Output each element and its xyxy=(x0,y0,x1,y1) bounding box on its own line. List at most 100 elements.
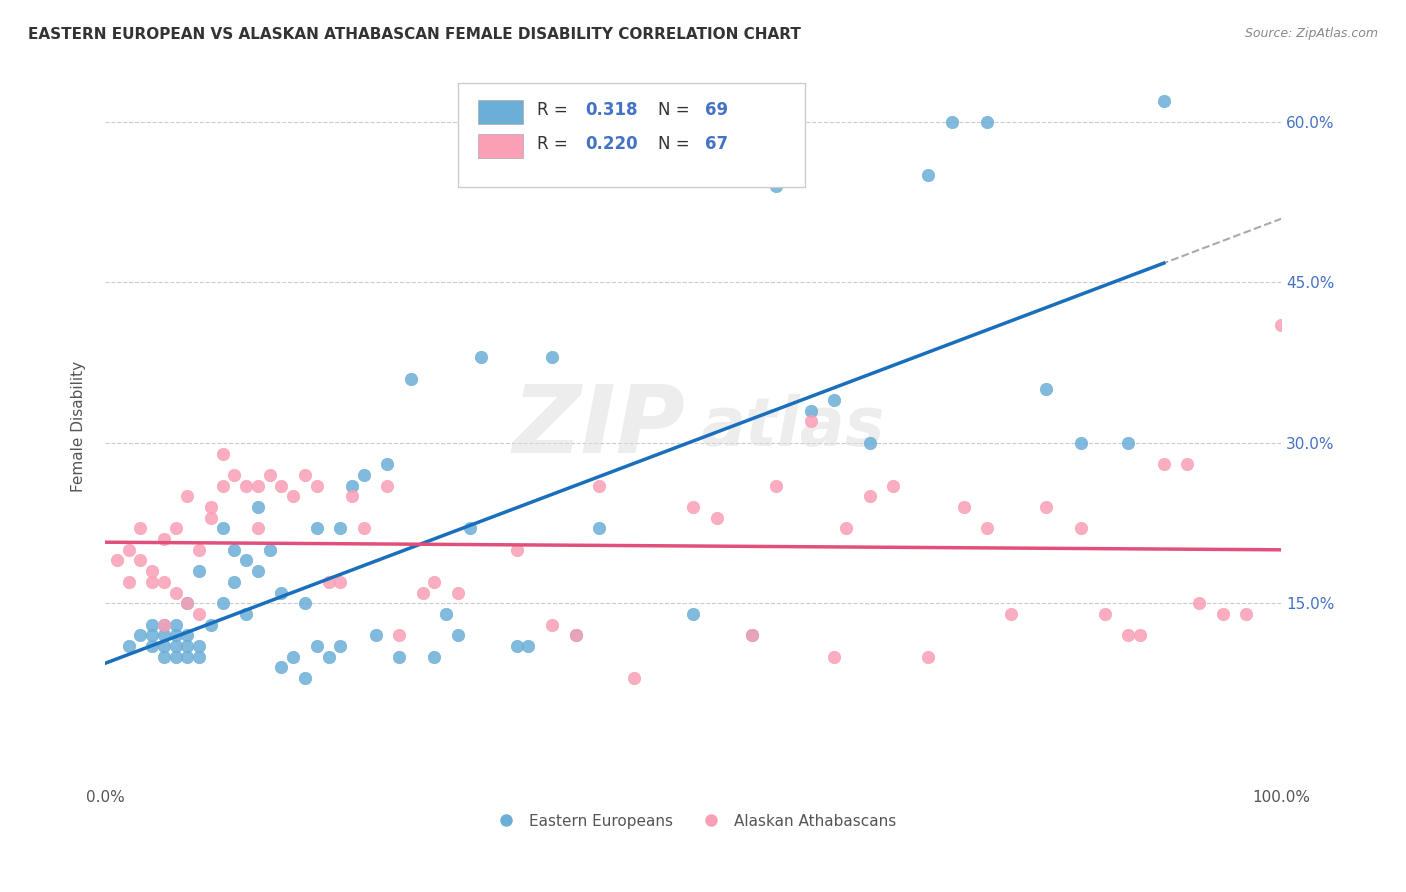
Point xyxy=(235,607,257,621)
Point xyxy=(623,671,645,685)
Point xyxy=(1270,318,1292,333)
Point xyxy=(447,585,470,599)
Text: R =: R = xyxy=(537,101,572,119)
Point xyxy=(765,179,787,194)
Point xyxy=(741,628,763,642)
Point xyxy=(211,446,233,460)
Point xyxy=(470,351,492,365)
Point xyxy=(153,617,176,632)
Point xyxy=(129,628,152,642)
Point xyxy=(588,521,610,535)
Point xyxy=(447,628,470,642)
Point xyxy=(176,596,198,610)
Point xyxy=(235,553,257,567)
Point xyxy=(1212,607,1234,621)
Point xyxy=(1000,607,1022,621)
Text: N =: N = xyxy=(658,136,695,153)
Point xyxy=(364,628,387,642)
Point xyxy=(800,403,823,417)
Point xyxy=(246,478,269,492)
Point xyxy=(200,617,222,632)
Point xyxy=(340,478,363,492)
Point xyxy=(340,489,363,503)
Point xyxy=(1118,435,1140,450)
Point xyxy=(353,467,375,482)
Point xyxy=(1175,457,1198,471)
Point xyxy=(823,649,845,664)
Point xyxy=(153,532,176,546)
Point xyxy=(259,542,281,557)
Text: 0.220: 0.220 xyxy=(585,136,637,153)
Point xyxy=(200,500,222,514)
Point xyxy=(765,478,787,492)
Point xyxy=(423,649,446,664)
Point xyxy=(246,564,269,578)
Point xyxy=(165,521,187,535)
Point xyxy=(434,607,457,621)
Point xyxy=(117,574,139,589)
Text: 0.318: 0.318 xyxy=(585,101,637,119)
Point xyxy=(506,542,529,557)
Point xyxy=(741,628,763,642)
Text: R =: R = xyxy=(537,136,572,153)
Point xyxy=(141,564,163,578)
Point xyxy=(329,639,352,653)
Point xyxy=(246,500,269,514)
Point xyxy=(682,500,704,514)
Point xyxy=(882,478,904,492)
Point xyxy=(682,607,704,621)
Y-axis label: Female Disability: Female Disability xyxy=(72,361,86,492)
Point xyxy=(506,639,529,653)
Point xyxy=(141,617,163,632)
Point xyxy=(423,574,446,589)
Point xyxy=(153,574,176,589)
Point xyxy=(1118,628,1140,642)
Point xyxy=(1070,521,1092,535)
Point xyxy=(270,585,292,599)
Point xyxy=(129,521,152,535)
Point xyxy=(976,115,998,129)
Point xyxy=(165,649,187,664)
Point xyxy=(517,639,540,653)
Point xyxy=(388,628,411,642)
Text: atlas: atlas xyxy=(702,393,886,459)
Point xyxy=(224,542,246,557)
Point xyxy=(176,628,198,642)
Text: ZIP: ZIP xyxy=(513,381,686,473)
Point xyxy=(283,649,305,664)
Point xyxy=(835,521,858,535)
Point xyxy=(176,639,198,653)
Point xyxy=(165,628,187,642)
Point xyxy=(329,521,352,535)
Point xyxy=(458,521,481,535)
Point xyxy=(941,115,963,129)
Point xyxy=(188,564,211,578)
Point xyxy=(706,510,728,524)
Point xyxy=(153,617,176,632)
FancyBboxPatch shape xyxy=(458,83,806,186)
Point xyxy=(153,639,176,653)
Point xyxy=(235,478,257,492)
Point xyxy=(117,639,139,653)
Point xyxy=(129,553,152,567)
Text: 67: 67 xyxy=(704,136,728,153)
Text: Source: ZipAtlas.com: Source: ZipAtlas.com xyxy=(1244,27,1378,40)
Point xyxy=(564,628,586,642)
Point xyxy=(1153,457,1175,471)
Point xyxy=(141,628,163,642)
Text: EASTERN EUROPEAN VS ALASKAN ATHABASCAN FEMALE DISABILITY CORRELATION CHART: EASTERN EUROPEAN VS ALASKAN ATHABASCAN F… xyxy=(28,27,801,42)
Point xyxy=(283,489,305,503)
Point xyxy=(165,617,187,632)
Text: N =: N = xyxy=(658,101,695,119)
Point xyxy=(224,467,246,482)
Point xyxy=(1035,383,1057,397)
Point xyxy=(117,542,139,557)
Point xyxy=(823,393,845,408)
Point xyxy=(399,372,422,386)
Point xyxy=(270,478,292,492)
Point xyxy=(176,489,198,503)
Point xyxy=(1129,628,1152,642)
Point xyxy=(375,457,398,471)
Point xyxy=(412,585,434,599)
Text: 69: 69 xyxy=(704,101,728,119)
